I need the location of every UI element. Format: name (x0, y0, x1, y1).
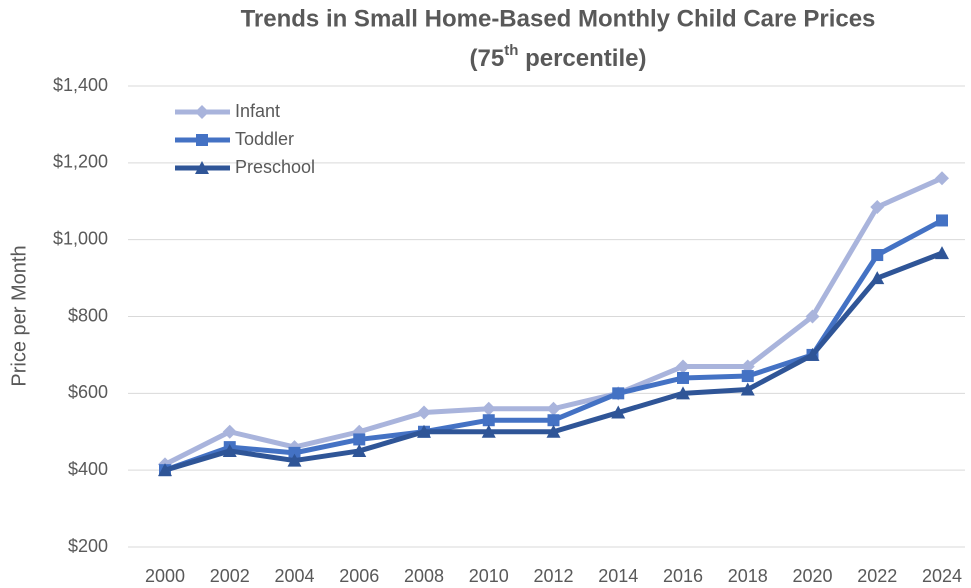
marker (481, 401, 496, 416)
marker (417, 424, 431, 438)
marker (287, 453, 302, 467)
series (158, 246, 949, 477)
legend-label: Toddler (235, 129, 294, 149)
y-tick-label: $200 (68, 536, 108, 556)
y-tick-label: $400 (68, 459, 108, 479)
marker (547, 414, 560, 427)
x-tick-label: 2016 (663, 566, 703, 586)
marker (546, 424, 561, 438)
marker (935, 171, 949, 186)
subtitle-superscript: th (504, 42, 518, 59)
marker (482, 414, 495, 427)
marker (288, 446, 301, 459)
marker (612, 387, 625, 400)
marker (805, 347, 820, 361)
y-tick-label: $800 (68, 305, 108, 325)
marker (936, 214, 948, 227)
chart-subtitle: (75th percentile) (470, 42, 647, 72)
marker (935, 246, 949, 260)
marker (676, 386, 690, 400)
x-tick-label: 2000 (145, 566, 185, 586)
x-tick-label: 2010 (469, 566, 509, 586)
marker (870, 271, 885, 285)
x-tick-label: 2008 (404, 566, 444, 586)
marker (195, 105, 209, 119)
marker (805, 309, 820, 324)
subtitle-part: (75 (470, 45, 505, 72)
x-tick-label: 2014 (598, 566, 638, 586)
marker (870, 200, 885, 215)
x-tick-label: 2018 (728, 566, 768, 586)
x-tick-label: 2004 (274, 566, 314, 586)
x-tick-label: 2002 (210, 566, 250, 586)
subtitle-part: percentile) (518, 45, 646, 72)
x-tick-label: 2024 (922, 566, 962, 586)
marker (481, 424, 496, 438)
marker (353, 433, 366, 446)
marker (546, 401, 561, 416)
marker (417, 405, 431, 420)
y-tick-label: $1,400 (53, 75, 108, 95)
legend-label: Infant (235, 101, 280, 121)
marker (196, 134, 208, 146)
chart-title: Trends in Small Home-Based Monthly Child… (241, 5, 876, 32)
marker (195, 161, 209, 174)
marker (676, 359, 690, 374)
marker (871, 249, 884, 262)
x-tick-label: 2012 (533, 566, 573, 586)
marker (740, 359, 755, 374)
marker (740, 382, 755, 396)
x-tick-label: 2006 (339, 566, 379, 586)
y-axis-label: Price per Month (8, 245, 30, 386)
y-tick-label: $1,000 (53, 228, 108, 248)
marker (677, 371, 689, 384)
marker (222, 443, 237, 457)
marker (222, 424, 237, 439)
y-tick-label: $600 (68, 382, 108, 402)
x-tick-label: 2022 (857, 566, 897, 586)
marker (611, 405, 626, 419)
y-tick-label: $1,200 (53, 152, 108, 172)
marker (158, 463, 172, 477)
x-tick-label: 2020 (792, 566, 832, 586)
marker (352, 443, 367, 457)
marker (741, 370, 754, 383)
legend-label: Preschool (235, 157, 315, 177)
